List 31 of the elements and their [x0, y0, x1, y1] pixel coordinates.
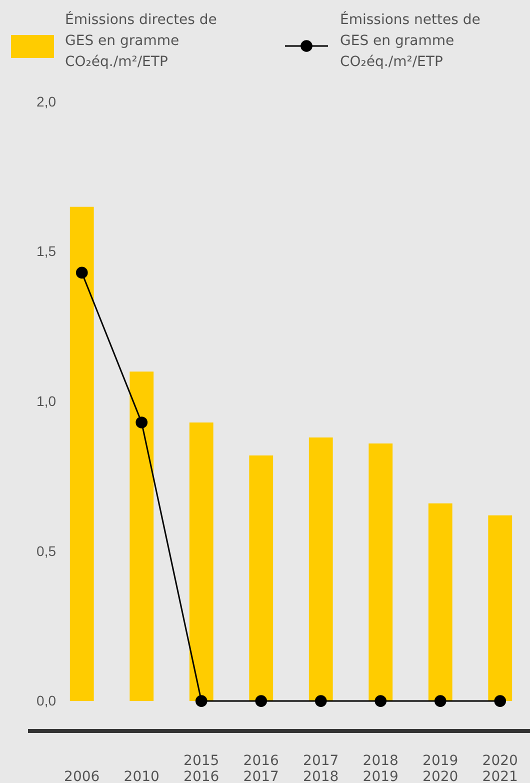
bar: [130, 372, 154, 702]
point: [195, 695, 208, 707]
x-tick-label: 2019 2020: [422, 753, 458, 783]
point: [255, 695, 268, 707]
bar: [428, 503, 452, 702]
x-tick-label: 2006: [64, 769, 100, 783]
bar: [70, 206, 94, 702]
y-tick-label: 1,0: [36, 393, 56, 410]
point: [434, 695, 446, 707]
x-tick-label: 2018 2019: [362, 753, 398, 783]
bar: [368, 443, 393, 702]
y-tick-label: 0,0: [36, 692, 56, 709]
x-tick-label: 2016 2017: [243, 753, 280, 783]
x-tick-label: 2017 2018: [303, 753, 339, 783]
y-tick-label: 1,5: [36, 243, 56, 260]
bar: [189, 422, 214, 702]
bar: [488, 515, 512, 702]
point: [136, 416, 148, 428]
legend-label: Émissions nettes de GES en gramme CO₂éq./m²/ETP: [340, 11, 480, 70]
legend-label: Émissions directes de GES en gramme CO₂éq./m²/ETP: [65, 11, 217, 70]
point: [76, 266, 88, 279]
point: [494, 695, 506, 707]
point: [374, 695, 387, 707]
point: [314, 695, 327, 707]
y-tick-label: 0,5: [36, 542, 56, 559]
y-tick-label: 2,0: [36, 93, 56, 110]
x-tick-label: 2020 2021: [482, 753, 518, 783]
x-tick-label: 2015 2016: [184, 753, 220, 783]
bar: [308, 437, 333, 702]
bar: [249, 455, 274, 702]
x-tick-label: 2010: [124, 769, 160, 783]
